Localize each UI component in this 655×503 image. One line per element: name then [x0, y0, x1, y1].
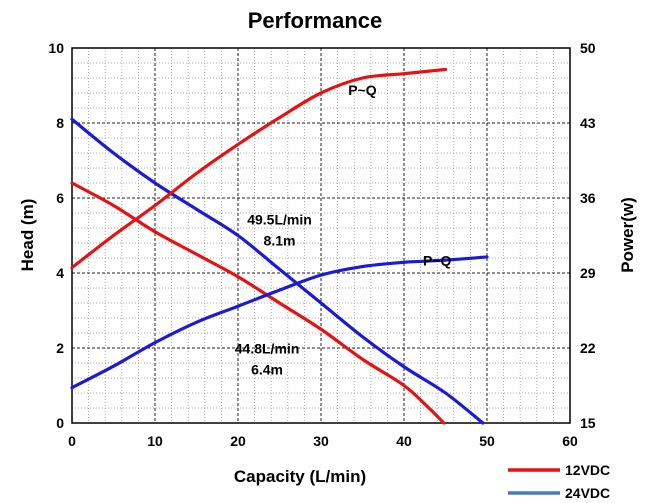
y-tick-label: 10	[48, 40, 64, 56]
y-tick-label: 8	[56, 115, 64, 131]
x-tick-label: 30	[313, 433, 329, 449]
tick-labels: 0 10 20 30 40 50 60 0 2 4 6 8 10 15 22 29 36 43 50	[48, 40, 595, 449]
chart-title: Performance	[248, 8, 383, 33]
x-tick-label: 50	[479, 433, 495, 449]
y2-axis-label: Power(w)	[618, 197, 637, 273]
annotation-label: 44.8L/min	[235, 341, 300, 357]
y-tick-label: 4	[56, 265, 64, 281]
series-12vdc-head-line	[70, 181, 446, 425]
annotation-pq-label: P~Q	[423, 253, 452, 269]
legend-label-12vdc: 12VDC	[565, 462, 610, 478]
grid	[72, 48, 570, 423]
series-12vdc-power-line	[70, 67, 448, 270]
annotation-label: 49.5L/min	[247, 211, 312, 227]
annotation-label: 8.1m	[264, 232, 296, 248]
y-tick-label: 2	[56, 340, 64, 356]
plot-frame	[71, 47, 571, 424]
x-tick-label: 40	[396, 433, 412, 449]
x-axis-label: Capacity (L/min)	[234, 467, 366, 486]
y-tick-label: 0	[56, 415, 64, 431]
y2-tick-label: 43	[580, 115, 596, 131]
y2-tick-label: 15	[580, 415, 596, 431]
y2-tick-label: 29	[580, 265, 596, 281]
x-tick-label: 0	[68, 433, 76, 449]
series-24vdc-power-line	[70, 255, 489, 390]
annotation-label: 6.4m	[251, 362, 283, 378]
series-24vdc-head-line	[70, 117, 485, 425]
y2-tick-label: 36	[580, 190, 596, 206]
y-tick-label: 6	[56, 190, 64, 206]
legend-label-24vdc: 24VDC	[565, 485, 610, 501]
x-tick-label: 60	[562, 433, 578, 449]
x-tick-label: 10	[147, 433, 163, 449]
annotations: 49.5L/min 8.1m 44.8L/min 6.4m P~Q P~Q	[235, 82, 452, 378]
y2-tick-label: 50	[580, 40, 596, 56]
y-axis-label: Head (m)	[18, 199, 37, 272]
x-tick-label: 20	[230, 433, 246, 449]
series-layer	[70, 67, 489, 425]
y2-tick-label: 22	[580, 340, 596, 356]
annotation-pq-label: P~Q	[348, 82, 377, 98]
legend: 12VDC 24VDC	[508, 462, 610, 501]
